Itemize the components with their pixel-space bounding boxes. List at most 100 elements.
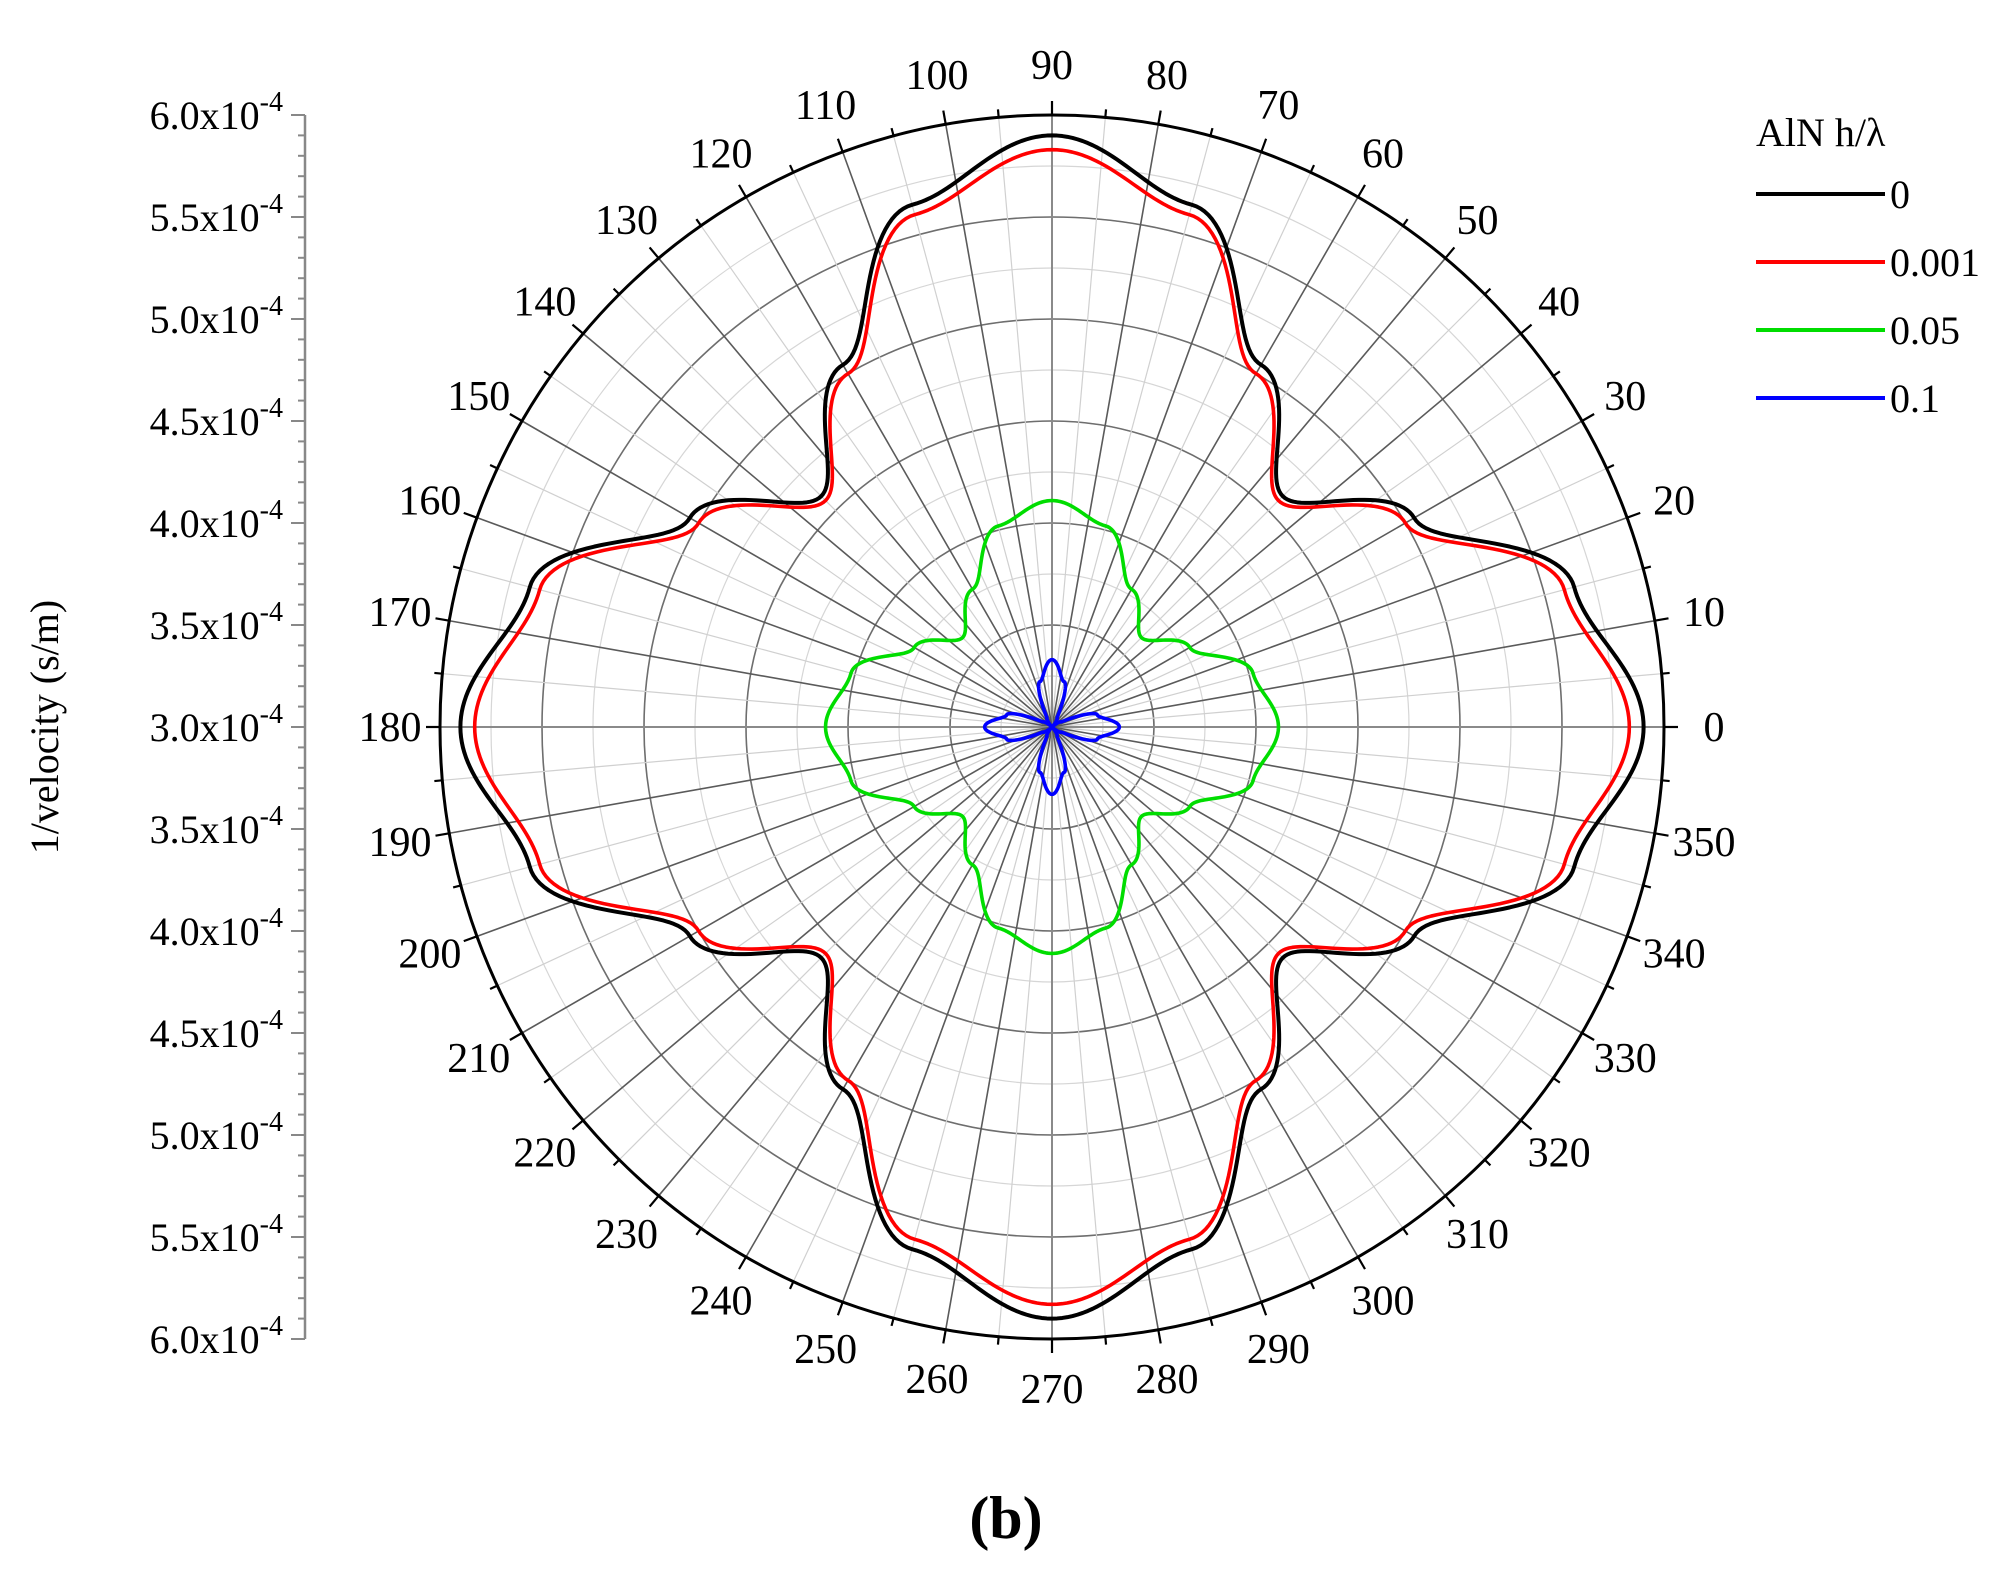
minor-grid-spoke — [1051, 726, 1486, 1161]
major-grid-spoke — [1051, 619, 1655, 728]
outer-tick — [996, 1336, 1000, 1345]
angle-tick-label: 290 — [1247, 1327, 1310, 1373]
angle-tick-label: 20 — [1653, 479, 1695, 525]
minor-grid-spoke — [1051, 726, 1404, 1229]
outer-tick — [1661, 671, 1670, 675]
minor-grid-spoke — [792, 726, 1053, 1282]
major-grid-spoke — [1051, 420, 1583, 728]
outer-tick — [1309, 164, 1316, 173]
radial-tick-label: 5.5x10-4 — [150, 189, 283, 240]
minor-grid-spoke — [1051, 375, 1554, 728]
major-grid-spoke — [521, 420, 1053, 728]
legend-title: AlN h/λ — [1756, 110, 1886, 155]
outer-tick — [738, 184, 747, 198]
angle-tick-label: 300 — [1352, 1278, 1415, 1324]
outer-tick — [836, 1301, 844, 1316]
outer-tick — [1606, 984, 1615, 991]
panel-label: (b) — [969, 1485, 1042, 1551]
radial-tick-label: 6.0x10-4 — [150, 87, 283, 138]
minor-grid-spoke — [442, 673, 1053, 728]
outer-tick — [1654, 617, 1669, 622]
minor-grid-spoke — [1051, 225, 1404, 728]
angle-tick-label: 80 — [1146, 53, 1188, 99]
minor-grid-spoke — [550, 375, 1053, 728]
angle-tick-label: 40 — [1538, 279, 1580, 325]
outer-tick — [890, 1317, 895, 1327]
series-line-0.1 — [982, 657, 1122, 797]
outer-tick — [1157, 110, 1162, 125]
outer-tick — [890, 127, 895, 137]
minor-grid-spoke — [1051, 467, 1607, 728]
angle-tick-label: 320 — [1528, 1131, 1591, 1177]
outer-tick — [1157, 1329, 1162, 1344]
major-grid-spoke — [449, 619, 1053, 728]
angle-tick-label: 310 — [1446, 1212, 1509, 1258]
minor-grid-spoke — [460, 568, 1053, 728]
angle-tick-label: 0 — [1704, 705, 1725, 751]
major-grid-spoke — [658, 257, 1053, 728]
major-grid-spoke — [658, 726, 1053, 1197]
minor-grid-spoke — [1051, 726, 1211, 1319]
outer-tick — [452, 884, 462, 889]
outer-tick — [543, 1077, 552, 1084]
outer-tick — [695, 218, 702, 227]
outer-tick — [648, 246, 660, 259]
outer-tick — [489, 463, 498, 470]
minor-grid-spoke — [700, 225, 1053, 728]
legend-label: 0.001 — [1890, 240, 1980, 285]
major-grid-spoke — [944, 124, 1053, 728]
angle-tick-label: 250 — [794, 1327, 857, 1373]
minor-grid-spoke — [700, 726, 1053, 1229]
minor-grid-spoke — [1051, 673, 1662, 728]
minor-grid-spoke — [1051, 117, 1106, 728]
minor-grid-spoke — [442, 726, 1053, 781]
outer-tick — [612, 1158, 621, 1167]
radial-tick-label: 4.5x10-4 — [150, 1005, 283, 1056]
outer-tick — [836, 138, 844, 153]
angle-tick-label: 90 — [1031, 43, 1073, 89]
major-grid-spoke — [1051, 726, 1446, 1197]
angle-tick-label: 180 — [359, 705, 422, 751]
minor-grid-spoke — [998, 117, 1053, 728]
outer-tick — [1606, 463, 1615, 470]
minor-grid-spoke — [1051, 568, 1644, 728]
angle-tick-label: 10 — [1683, 590, 1725, 636]
outer-tick — [543, 370, 552, 377]
radial-tick-label: 3.5x10-4 — [150, 597, 283, 648]
angle-tick-label: 230 — [595, 1212, 658, 1258]
minor-grid-spoke — [460, 726, 1053, 886]
radial-tick-label: 3.0x10-4 — [150, 699, 283, 750]
outer-tick — [1402, 218, 1409, 227]
minor-grid-spoke — [618, 726, 1053, 1161]
outer-tick — [435, 617, 450, 622]
minor-grid-spoke — [893, 726, 1053, 1319]
radial-tick-label: 5.5x10-4 — [150, 1209, 283, 1260]
outer-tick — [1661, 779, 1670, 783]
outer-tick — [1357, 184, 1366, 198]
legend-label: 0.05 — [1890, 308, 1960, 353]
outer-tick — [1104, 1336, 1108, 1345]
major-grid-spoke — [1051, 726, 1359, 1258]
major-grid-spoke — [1051, 726, 1655, 835]
minor-grid-spoke — [1051, 172, 1312, 728]
outer-tick — [1444, 246, 1456, 259]
outer-tick — [1209, 1317, 1214, 1327]
outer-tick — [1626, 511, 1641, 519]
minor-grid-spoke — [1051, 726, 1106, 1337]
outer-tick — [1642, 884, 1652, 889]
major-grid-spoke — [1051, 726, 1583, 1034]
radial-tick-label: 4.0x10-4 — [150, 903, 283, 954]
outer-tick — [1483, 287, 1492, 296]
minor-grid-spoke — [998, 726, 1053, 1337]
outer-tick — [489, 984, 498, 991]
outer-tick — [942, 1329, 947, 1344]
outer-tick — [788, 164, 795, 173]
outer-tick — [463, 511, 478, 519]
major-grid-spoke — [1051, 257, 1446, 728]
series-line-0.001 — [472, 147, 1632, 1307]
major-grid-spoke — [745, 726, 1053, 1258]
angle-tick-label: 60 — [1362, 132, 1404, 178]
radial-axis: 6.0x10-4 5.5x10-4 5.0x10-4 4.5x10-4 4.0x10-4… — [150, 87, 307, 1362]
outer-tick — [1581, 413, 1595, 422]
y-axis-label: 1/velocity (s/m) — [22, 600, 67, 854]
